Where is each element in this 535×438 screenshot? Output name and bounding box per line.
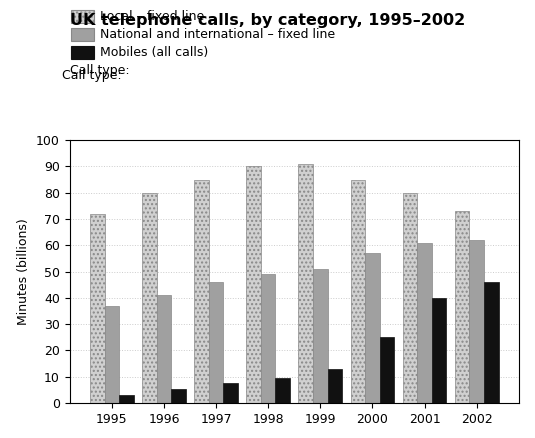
Bar <box>261 274 276 403</box>
Bar <box>417 243 432 403</box>
Bar <box>455 211 469 403</box>
Bar <box>224 383 238 403</box>
Bar <box>104 306 119 403</box>
Bar <box>209 282 224 403</box>
Bar <box>350 180 365 403</box>
Bar <box>327 369 342 403</box>
Bar <box>299 164 313 403</box>
Bar <box>380 337 394 403</box>
Y-axis label: Minutes (billions): Minutes (billions) <box>18 218 30 325</box>
Text: Call type:: Call type: <box>62 69 121 82</box>
Bar <box>90 214 104 403</box>
Bar <box>403 193 417 403</box>
Bar <box>365 253 380 403</box>
Bar <box>171 389 186 403</box>
Text: UK telephone calls, by category, 1995–2002: UK telephone calls, by category, 1995–20… <box>70 13 465 28</box>
Bar <box>142 193 157 403</box>
Bar <box>157 295 171 403</box>
Bar <box>119 395 134 403</box>
Text: Call type:: Call type: <box>70 64 129 77</box>
Bar <box>469 240 484 403</box>
Legend: Local – fixed line, National and international – fixed line, Mobiles (all calls): Local – fixed line, National and interna… <box>71 10 335 60</box>
Bar <box>246 166 261 403</box>
Bar <box>276 378 290 403</box>
Bar <box>432 298 446 403</box>
Bar <box>194 180 209 403</box>
Bar <box>313 269 327 403</box>
Bar <box>484 282 499 403</box>
